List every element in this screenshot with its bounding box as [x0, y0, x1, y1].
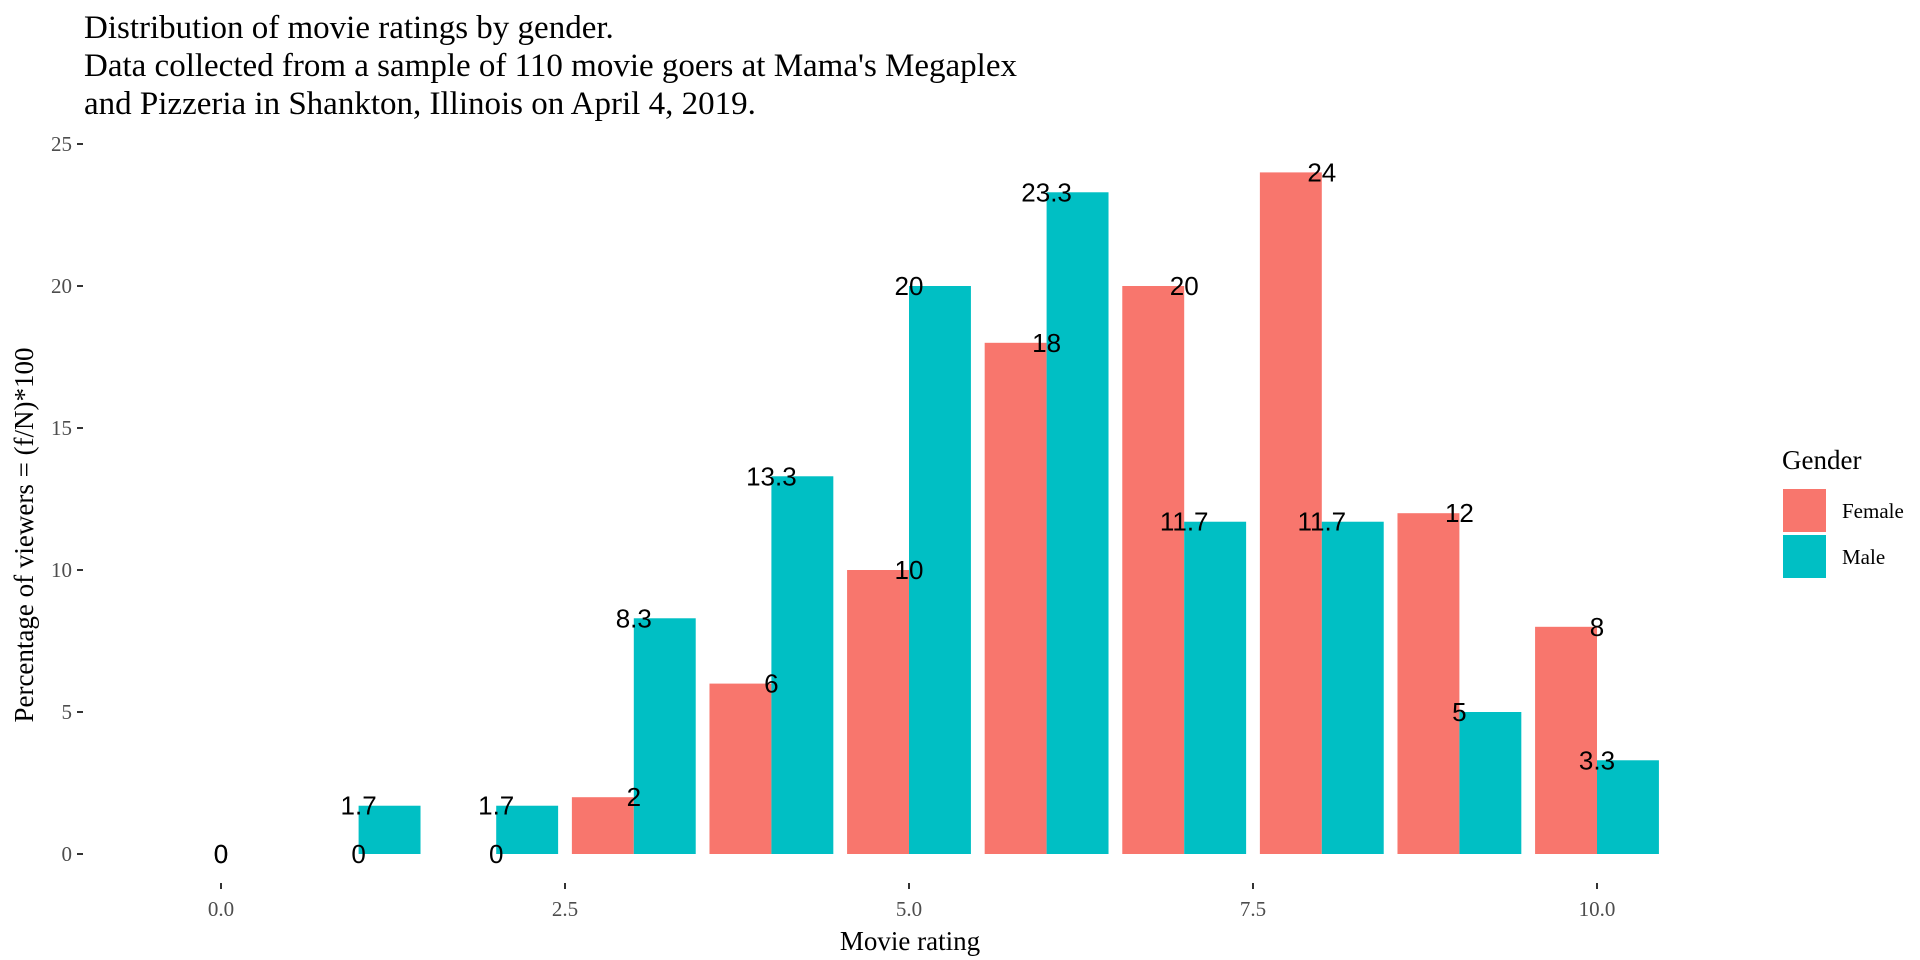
bar-female-8	[1259, 172, 1322, 854]
y-tick-label: 20	[51, 274, 72, 298]
data-label-female-1: 0	[351, 839, 365, 869]
data-label-male-9: 5	[1452, 697, 1466, 727]
x-tick-label: 7.5	[1240, 897, 1266, 921]
data-label-male-0: 0	[214, 839, 228, 869]
bars-layer	[358, 172, 1659, 854]
bar-female-9	[1397, 513, 1460, 854]
data-label-male-5: 20	[895, 271, 924, 301]
data-label-male-4: 13.3	[746, 461, 797, 491]
bar-male-10	[1597, 760, 1659, 854]
x-tick-label: 0.0	[208, 897, 234, 921]
legend-key-male	[1783, 535, 1826, 578]
x-axis-title: Movie rating	[840, 926, 980, 956]
legend-label-male: Male	[1842, 545, 1885, 569]
chart-title: Distribution of movie ratings by gender.	[84, 10, 614, 46]
data-label-female-8: 24	[1307, 157, 1336, 187]
bar-male-1	[358, 805, 421, 854]
y-tick-label: 25	[51, 132, 72, 156]
legend-title: Gender	[1782, 445, 1861, 475]
data-label-female-7: 20	[1170, 271, 1199, 301]
x-tick-label: 5.0	[896, 897, 922, 921]
data-label-male-3: 8.3	[616, 603, 652, 633]
x-axis: 0.0 2.5 5.0 7.5 10.0	[208, 883, 1616, 921]
data-label-female-10: 8	[1590, 612, 1604, 642]
data-label-female-2: 0	[489, 839, 503, 869]
data-label-female-6: 18	[1032, 328, 1061, 358]
y-tick-label: 10	[51, 558, 72, 582]
chart-subtitle-line-1: Data collected from a sample of 110 movi…	[84, 48, 1017, 84]
data-label-male-6: 23.3	[1021, 177, 1072, 207]
y-axis: 0 5 10 15 20 25	[51, 132, 83, 866]
data-label-female-3: 2	[627, 782, 641, 812]
data-label-male-8: 11.7	[1297, 507, 1346, 537]
legend-label-female: Female	[1842, 499, 1904, 523]
data-label-male-7: 11.7	[1160, 507, 1209, 537]
bar-male-8	[1321, 521, 1384, 854]
bar-male-6	[1046, 192, 1109, 854]
bar-female-4	[709, 683, 772, 854]
data-label-male-10: 3.3	[1579, 745, 1615, 775]
y-tick-label: 15	[51, 416, 72, 440]
data-label-female-4: 6	[764, 669, 778, 699]
bar-female-6	[984, 342, 1047, 854]
bar-female-5	[847, 570, 909, 854]
y-axis-title: Percentage of viewers = (f/N)*100	[9, 347, 39, 722]
data-label-male-2: 1.7	[478, 791, 514, 821]
y-tick-label: 0	[62, 842, 73, 866]
x-tick-label: 2.5	[552, 897, 578, 921]
x-tick-label: 10.0	[1579, 897, 1616, 921]
data-label-male-1: 1.7	[341, 791, 377, 821]
legend: Gender Female Male	[1782, 445, 1904, 578]
bar-male-4	[771, 476, 834, 854]
data-label-female-5: 10	[895, 555, 924, 585]
bar-male-9	[1459, 712, 1522, 854]
bar-female-3	[571, 797, 634, 854]
bar-male-2	[496, 805, 559, 854]
bar-male-3	[633, 618, 696, 854]
bar-male-7	[1184, 521, 1247, 854]
bar-male-5	[909, 286, 971, 854]
bar-female-7	[1122, 286, 1185, 854]
chart-subtitle-line-2: and Pizzeria in Shankton, Illinois on Ap…	[84, 86, 756, 122]
bar-female-10	[1535, 626, 1597, 854]
legend-key-female	[1783, 489, 1826, 532]
data-label-female-0: 0	[214, 839, 228, 869]
data-label-female-9: 12	[1445, 498, 1474, 528]
y-tick-label: 5	[62, 700, 73, 724]
